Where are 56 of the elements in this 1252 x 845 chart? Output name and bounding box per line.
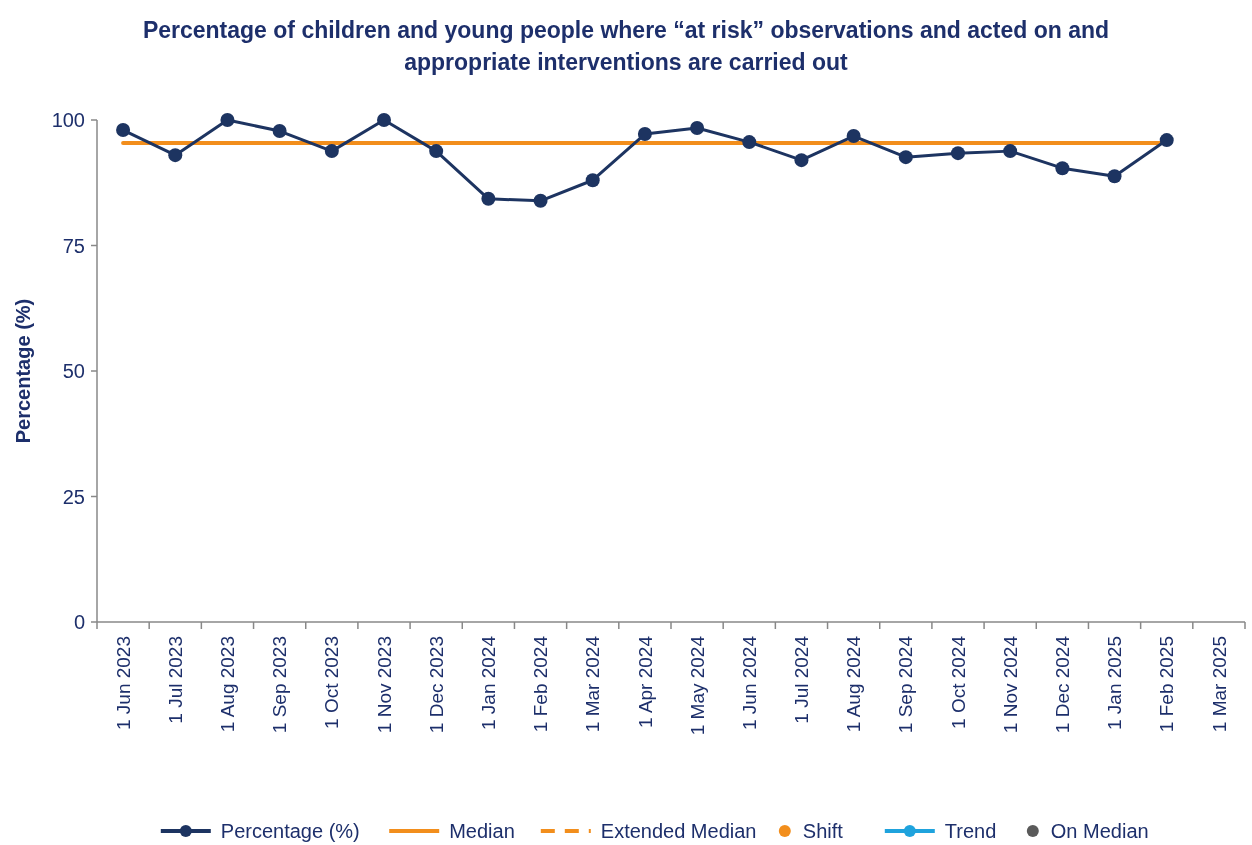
x-tick-label: 1 May 2024 (686, 635, 708, 736)
legend-label: Percentage (%) (220, 820, 360, 842)
point (324, 144, 339, 159)
x-tick-label: 1 Feb 2025 (1156, 636, 1178, 733)
point (481, 191, 496, 206)
x-tick-label: 1 Jun 2023 (112, 636, 134, 731)
point (1055, 161, 1070, 176)
legend-label: On Median (1050, 820, 1149, 842)
x-tick-label: 1 Aug 2023 (217, 636, 239, 733)
point (1107, 169, 1122, 184)
x-tick-label: 1 Jan 2024 (478, 635, 500, 731)
x-tick-label: 1 Sep 2023 (269, 636, 291, 734)
x-tick-label: 1 Nov 2024 (999, 635, 1021, 734)
point (220, 113, 235, 127)
point (637, 127, 652, 142)
point (272, 124, 287, 139)
x-tick-label: 1 Mar 2024 (582, 635, 604, 733)
legend-label: Median (449, 820, 515, 842)
x-tick-label: 1 Feb 2024 (530, 635, 552, 733)
point (1003, 144, 1018, 159)
y-axis-title: Percentage (%) (12, 298, 34, 444)
y-tick-label: 100 (51, 109, 85, 131)
x-tick-label: 1 Oct 2024 (947, 635, 969, 729)
point (429, 144, 444, 159)
y-tick-label: 50 (62, 360, 85, 382)
x-tick-label: 1 Oct 2023 (321, 636, 343, 729)
x-tick-label: 1 Jun 2024 (738, 635, 760, 731)
x-tick-label: 1 Jul 2024 (791, 635, 813, 724)
point (1159, 133, 1174, 148)
x-tick-label: 1 Nov 2023 (373, 636, 395, 734)
y-tick-label: 75 (62, 234, 85, 257)
chart-title: Percentage of children and young people where “at risk” observations and acted on and appropriate interventions are carried out (142, 17, 1110, 75)
x-tick-label: 1 Dec 2024 (1052, 635, 1074, 734)
point (168, 148, 183, 163)
legend-label: Extended Median (600, 820, 757, 842)
legend-label: Shift (802, 820, 844, 842)
point (533, 193, 548, 208)
x-tick-label: 1 Sep 2024 (895, 635, 917, 734)
point (846, 129, 861, 144)
point (898, 150, 913, 165)
x-tick-label: 1 Aug 2024 (843, 635, 865, 733)
point (690, 121, 705, 136)
x-tick-label: 1 Dec 2023 (425, 636, 447, 734)
x-tick-label: 1 Jan 2025 (1104, 636, 1126, 731)
point (742, 135, 757, 150)
x-tick-label: 1 Apr 2024 (634, 635, 656, 728)
point (951, 146, 965, 161)
point (794, 153, 809, 168)
x-tick-label: 1 Jul 2023 (164, 636, 186, 724)
point (116, 123, 131, 138)
point (377, 113, 391, 127)
point (585, 173, 600, 188)
y-tick-label: 0 (73, 611, 85, 633)
legend-label: Trend (944, 820, 997, 842)
y-tick-label: 25 (62, 485, 85, 508)
x-tick-label: 1 Mar 2025 (1208, 636, 1230, 733)
